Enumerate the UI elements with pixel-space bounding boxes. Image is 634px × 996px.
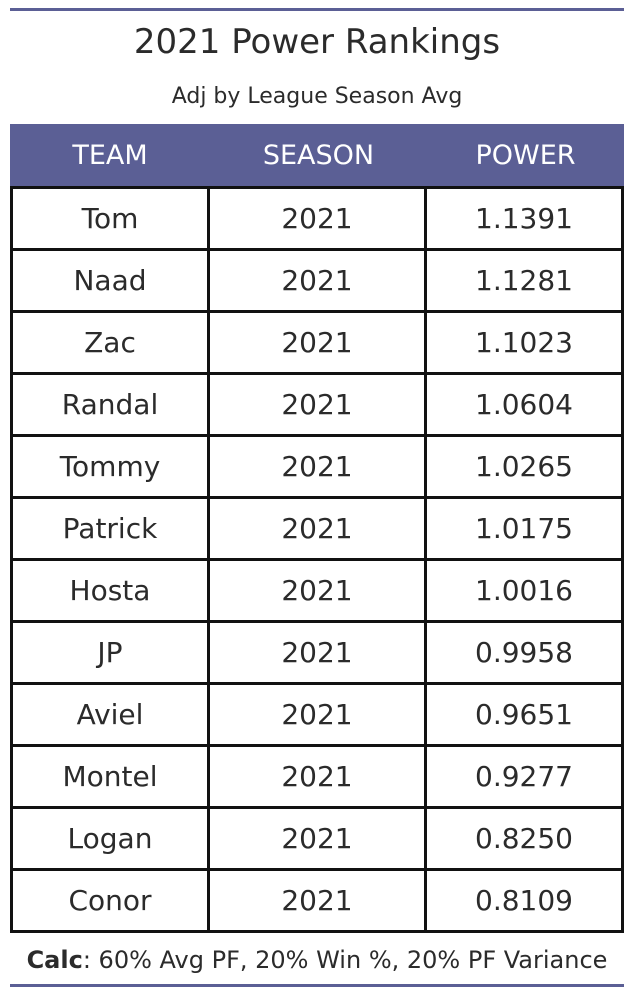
season-cell: 2021 bbox=[210, 685, 427, 744]
table-row: Tommy 2021 1.0265 bbox=[13, 434, 621, 496]
page-subtitle: Adj by League Season Avg bbox=[171, 84, 463, 109]
header-team[interactable]: TEAM bbox=[72, 139, 148, 171]
power-cell: 1.0604 bbox=[475, 388, 573, 421]
team-cell: JP bbox=[13, 623, 210, 682]
table-row: Aviel 2021 0.9651 bbox=[13, 682, 621, 744]
season-cell: 2021 bbox=[210, 871, 427, 930]
table-row: Patrick 2021 1.0175 bbox=[13, 496, 621, 558]
season-cell: 2021 bbox=[210, 437, 427, 496]
team-cell: Montel bbox=[13, 747, 210, 806]
table-row: Hosta 2021 1.0016 bbox=[13, 558, 621, 620]
table-header-row: TEAM SEASON POWER bbox=[10, 124, 624, 186]
season-cell: 2021 bbox=[210, 747, 427, 806]
power-cell: 1.0265 bbox=[475, 450, 573, 483]
team-cell: Hosta bbox=[13, 561, 210, 620]
calc-label: Calc bbox=[26, 946, 83, 974]
season-cell: 2021 bbox=[210, 809, 427, 868]
table-row: Montel 2021 0.9277 bbox=[13, 744, 621, 806]
table-row: Conor 2021 0.8109 bbox=[13, 868, 621, 930]
table-row: Zac 2021 1.1023 bbox=[13, 310, 621, 372]
power-cell: 1.0175 bbox=[475, 512, 573, 545]
power-cell: 0.9277 bbox=[475, 760, 573, 793]
team-cell: Randal bbox=[13, 375, 210, 434]
table-body: Tom 2021 1.1391 Naad 2021 1.1281 Zac 2021 1.1023… bbox=[10, 186, 624, 933]
team-cell: Aviel bbox=[13, 685, 210, 744]
table-row: Tom 2021 1.1391 bbox=[13, 186, 621, 248]
header-season[interactable]: SEASON bbox=[262, 139, 375, 171]
table-row: Randal 2021 1.0604 bbox=[13, 372, 621, 434]
season-cell: 2021 bbox=[210, 499, 427, 558]
top-divider bbox=[10, 8, 624, 11]
bottom-divider bbox=[10, 984, 624, 987]
power-cell: 1.1391 bbox=[475, 202, 573, 235]
season-cell: 2021 bbox=[210, 375, 427, 434]
team-cell: Patrick bbox=[13, 499, 210, 558]
power-cell: 0.9958 bbox=[475, 636, 573, 669]
season-cell: 2021 bbox=[210, 313, 427, 372]
calc-footnote: Calc: 60% Avg PF, 20% Win %, 20% PF Vari… bbox=[0, 942, 634, 978]
power-cell: 0.8250 bbox=[475, 822, 573, 855]
power-cell: 1.1023 bbox=[475, 326, 573, 359]
page-title: 2021 Power Rankings bbox=[133, 22, 501, 62]
calc-text: : 60% Avg PF, 20% Win %, 20% PF Variance bbox=[82, 946, 608, 974]
team-cell: Tommy bbox=[13, 437, 210, 496]
team-cell: Naad bbox=[13, 251, 210, 310]
power-cell: 1.0016 bbox=[475, 574, 573, 607]
table-row: Naad 2021 1.1281 bbox=[13, 248, 621, 310]
power-cell: 0.9651 bbox=[475, 698, 573, 731]
season-cell: 2021 bbox=[210, 623, 427, 682]
power-cell: 1.1281 bbox=[475, 264, 573, 297]
header-power[interactable]: POWER bbox=[475, 139, 576, 171]
rankings-table: TEAM SEASON POWER Tom 2021 1.1391 Naad 2021 1… bbox=[10, 124, 624, 933]
season-cell: 2021 bbox=[210, 561, 427, 620]
power-cell: 0.8109 bbox=[475, 884, 573, 917]
season-cell: 2021 bbox=[210, 251, 427, 310]
team-cell: Zac bbox=[13, 313, 210, 372]
team-cell: Tom bbox=[13, 189, 210, 248]
table-row: Logan 2021 0.8250 bbox=[13, 806, 621, 868]
team-cell: Conor bbox=[13, 871, 210, 930]
season-cell: 2021 bbox=[210, 189, 427, 248]
table-row: JP 2021 0.9958 bbox=[13, 620, 621, 682]
team-cell: Logan bbox=[13, 809, 210, 868]
